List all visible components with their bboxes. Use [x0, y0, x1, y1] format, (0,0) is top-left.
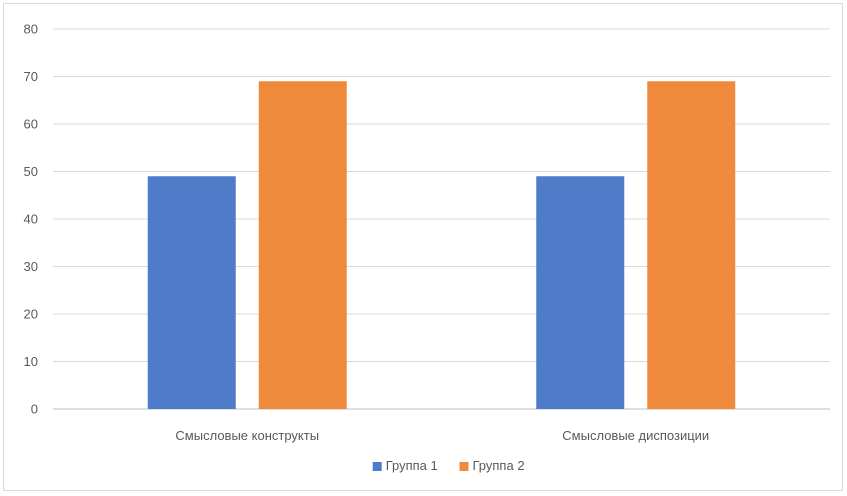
x-category-label: Смысловые диспозиции: [562, 428, 709, 443]
bars: [147, 81, 736, 409]
y-tick-label: 70: [24, 69, 38, 84]
legend-label: Группа 2: [473, 458, 525, 473]
legend: Группа 1 Группа 2: [372, 458, 525, 473]
legend-swatch: [372, 462, 382, 471]
x-axis-labels: Смысловые конструкты Смысловые диспозиции: [175, 428, 709, 443]
y-axis-ticks: 0 10 20 30 40 50 60 70 80: [24, 22, 38, 417]
y-tick-label: 50: [24, 164, 38, 179]
y-tick-label: 20: [24, 307, 38, 322]
bar: [147, 176, 236, 409]
y-tick-label: 10: [24, 354, 38, 369]
y-tick-label: 60: [24, 117, 38, 132]
x-category-label: Смысловые конструкты: [175, 428, 319, 443]
y-tick-label: 40: [24, 212, 38, 227]
legend-swatch: [459, 462, 469, 471]
bar: [536, 176, 625, 409]
y-tick-label: 0: [31, 402, 38, 417]
y-tick-label: 30: [24, 259, 38, 274]
bar: [258, 81, 347, 409]
y-tick-label: 80: [24, 22, 38, 37]
legend-label: Группа 1: [386, 458, 438, 473]
bar: [647, 81, 736, 409]
